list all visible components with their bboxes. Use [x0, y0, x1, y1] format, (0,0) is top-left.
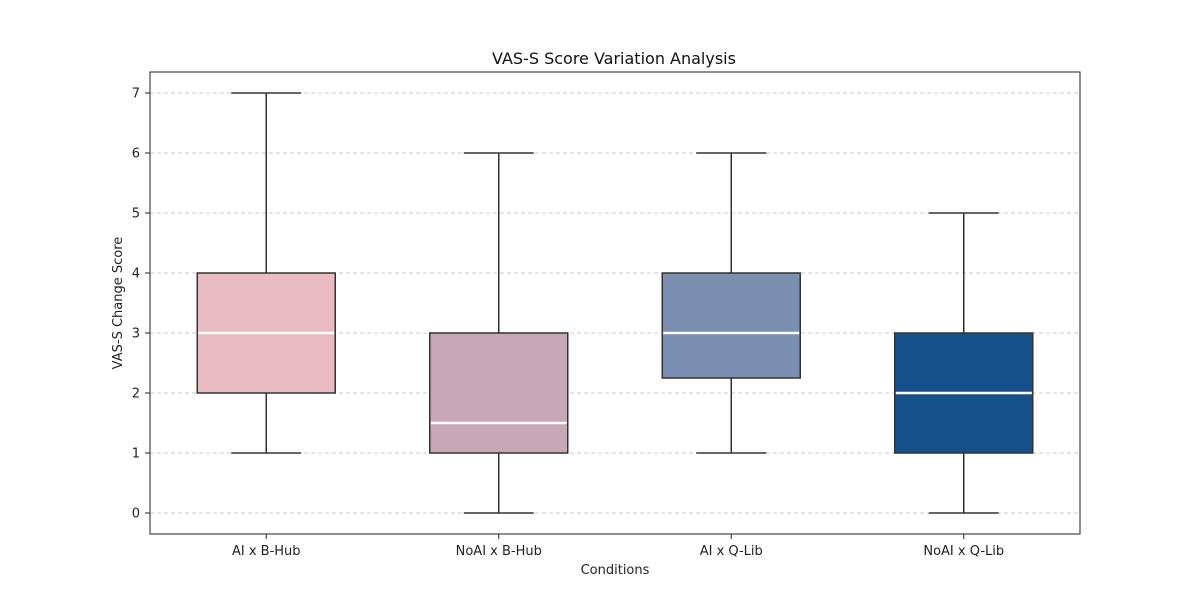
plot-frame: [149, 71, 1081, 535]
box-group: [196, 92, 336, 454]
axis-layer: 0 1 2 3 4 5 6 7 AI x B-Hub NoAI x B-Hub AI x Q-Lib…: [132, 87, 1004, 560]
x-tick-label: AI x Q-Lib: [700, 544, 763, 559]
y-tick-label: 4: [132, 267, 140, 282]
box-group: [661, 152, 801, 454]
y-tick-label: 0: [132, 507, 140, 522]
x-tick-label: AI x B-Hub: [232, 544, 301, 559]
iqr-box: [661, 272, 801, 379]
y-tick-label: 2: [132, 387, 140, 402]
y-tick-label: 7: [132, 87, 140, 102]
y-tick-label: 3: [132, 327, 140, 342]
chart-title: VAS-S Score Variation Analysis: [492, 49, 736, 68]
x-tick-label: NoAI x B-Hub: [456, 544, 542, 559]
y-tick-label: 5: [132, 207, 140, 222]
y-tick-label: 1: [132, 447, 140, 462]
box-group: [894, 212, 1034, 514]
x-tick-label: NoAI x Q-Lib: [923, 544, 1004, 559]
iqr-box: [429, 332, 569, 454]
x-axis-title: Conditions: [581, 563, 650, 578]
y-axis-title: VAS-S Change Score: [111, 237, 126, 370]
box-group: [429, 152, 569, 514]
box-layer: [196, 92, 1034, 514]
y-tick-label: 6: [132, 147, 140, 162]
